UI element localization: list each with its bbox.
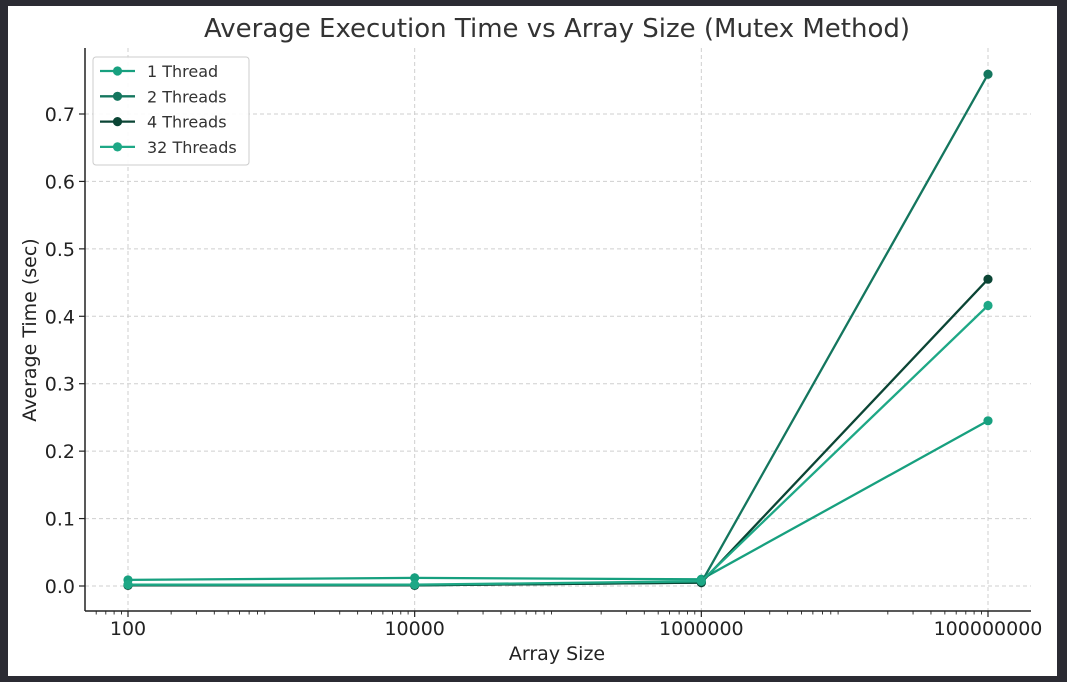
series-layer xyxy=(123,69,993,590)
x-minor-ticks xyxy=(95,611,982,615)
series-line xyxy=(128,73,990,587)
legend-marker xyxy=(112,66,123,76)
series-2-threads xyxy=(123,69,993,590)
legend-label: 4 Threads xyxy=(147,113,227,132)
data-point xyxy=(983,69,993,79)
legend-marker xyxy=(112,142,123,152)
legend-box xyxy=(92,56,250,166)
data-point xyxy=(983,274,993,284)
x-tick-label: 10000 xyxy=(384,618,444,640)
y-ticks: 0.0 0.1 0.2 0.3 0.4 0.5 0.6 0.7 xyxy=(45,104,85,598)
series-4-threads xyxy=(123,274,993,590)
data-point xyxy=(696,576,706,586)
line-chart: Average Execution Time vs Array Size (Mu… xyxy=(19,14,1043,665)
series-1-thread xyxy=(123,416,993,585)
legend-item: 1 Thread xyxy=(100,62,218,81)
x-tick-label: 100 xyxy=(110,618,146,640)
y-axis-title: Average Time (sec) xyxy=(19,238,41,421)
legend-item: 2 Threads xyxy=(100,87,227,106)
series-line xyxy=(128,278,989,587)
data-point xyxy=(410,580,420,590)
legend-label: 2 Threads xyxy=(147,87,227,106)
chart-title: Average Execution Time vs Array Size (Mu… xyxy=(204,14,910,44)
x-axis-title: Array Size xyxy=(509,643,605,665)
y-tick-label: 0.2 xyxy=(45,441,75,463)
x-tick-label: 100000000 xyxy=(934,618,1043,640)
x-ticks: 100 10000 1000000 100000000 xyxy=(110,611,1043,640)
legend-item: 4 Threads xyxy=(100,113,227,132)
data-point xyxy=(410,573,420,583)
y-tick-label: 0.3 xyxy=(45,374,75,396)
y-tick-label: 0.6 xyxy=(45,171,75,193)
x-tick-label: 1000000 xyxy=(659,618,744,640)
legend-marker xyxy=(112,117,123,127)
axes xyxy=(84,48,1031,612)
legend: 1 Thread 2 Threads 4 Threads 32 Threads xyxy=(92,56,250,166)
y-tick-label: 0.1 xyxy=(45,509,75,531)
legend-marker xyxy=(112,91,123,101)
y-tick-label: 0.7 xyxy=(45,104,75,126)
data-point xyxy=(983,300,993,311)
series-line xyxy=(128,304,989,586)
series-32-threads xyxy=(123,300,993,590)
y-tick-label: 0.0 xyxy=(45,576,75,598)
legend-label: 1 Thread xyxy=(147,62,218,81)
data-point xyxy=(123,580,133,590)
legend-label: 32 Threads xyxy=(147,138,237,157)
chart-frame: Average Execution Time vs Array Size (Mu… xyxy=(8,6,1057,676)
series-line xyxy=(127,419,989,582)
y-tick-label: 0.5 xyxy=(45,239,75,261)
legend-item: 32 Threads xyxy=(100,138,237,157)
data-point xyxy=(983,416,993,426)
y-tick-label: 0.4 xyxy=(45,306,75,328)
